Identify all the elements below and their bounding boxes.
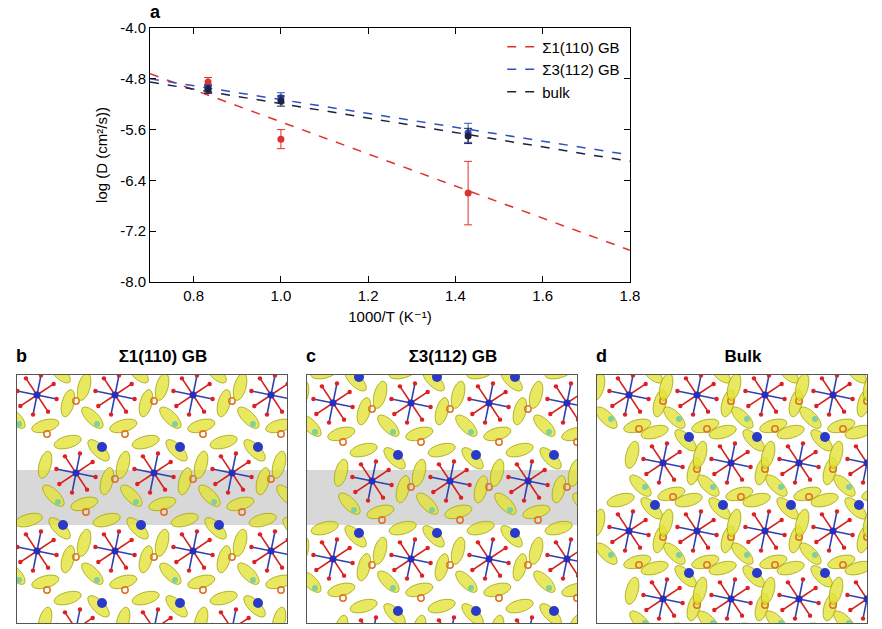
- html-text:b: b: [16, 346, 27, 366]
- svg-text:Σ1(110) GB: Σ1(110) GB: [542, 39, 619, 56]
- html-text:Σ1(110) GB: Σ1(110) GB: [118, 347, 208, 366]
- html-text:d: d: [596, 346, 607, 366]
- svg-text:-8.0: -8.0: [120, 273, 146, 290]
- svg-text:1.0: 1.0: [270, 287, 291, 304]
- svg-text:bulk: bulk: [542, 84, 570, 101]
- svg-text:-5.6: -5.6: [120, 121, 146, 138]
- svg-text:-6.4: -6.4: [120, 172, 146, 189]
- svg-text:log (D (cm²/s)): log (D (cm²/s)): [93, 107, 110, 203]
- svg-text:1.6: 1.6: [532, 287, 553, 304]
- svg-text:1.2: 1.2: [358, 287, 379, 304]
- svg-text:0.8: 0.8: [183, 287, 204, 304]
- svg-text:-4.8: -4.8: [120, 70, 146, 87]
- svg-text:1.8: 1.8: [620, 287, 641, 304]
- html-text:Σ3(112) GB: Σ3(112) GB: [408, 347, 498, 366]
- html-text:a: a: [150, 2, 160, 22]
- html-text:Bulk: Bulk: [724, 347, 762, 366]
- svg-text:Σ3(112) GB: Σ3(112) GB: [542, 61, 619, 78]
- svg-text:1.4: 1.4: [445, 287, 466, 304]
- svg-text:-4.0: -4.0: [120, 19, 146, 36]
- svg-text:-7.2: -7.2: [120, 222, 146, 239]
- svg-text:1000/T (K⁻¹): 1000/T (K⁻¹): [348, 308, 432, 325]
- html-text:c: c: [306, 346, 316, 366]
